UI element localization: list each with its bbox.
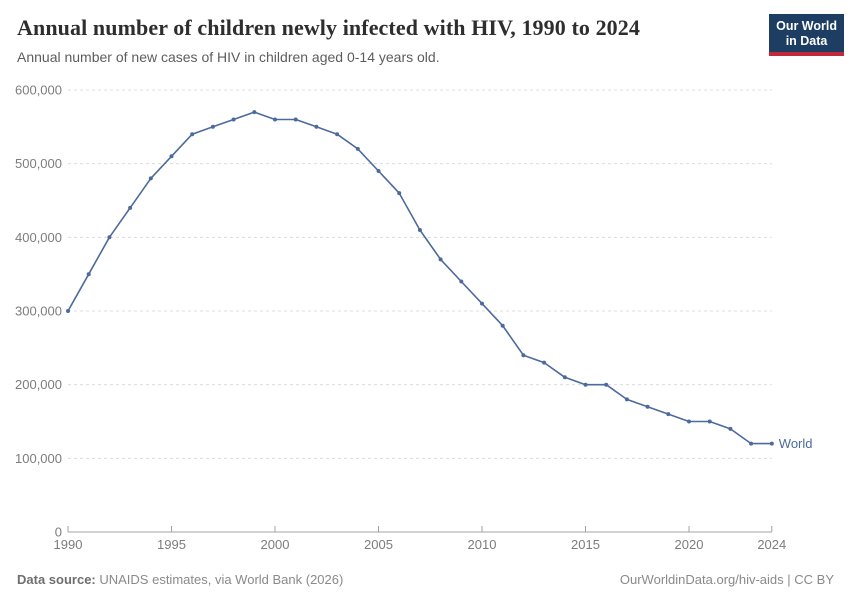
data-point-marker[interactable] [624,397,629,402]
data-point-marker[interactable] [645,404,650,409]
data-point-marker[interactable] [583,382,588,387]
x-tick-label: 2024 [757,537,786,552]
data-source-note: Data source: UNAIDS estimates, via World… [17,572,343,587]
chart-subtitle: Annual number of new cases of HIV in chi… [17,49,440,65]
y-tick-label: 100,000 [15,451,62,466]
y-tick-label: 500,000 [15,156,62,171]
owid-logo-line1: Our World [776,19,837,33]
data-point-marker[interactable] [417,228,422,232]
data-point-marker[interactable] [480,301,484,306]
data-point-marker[interactable] [210,124,215,129]
data-point-marker[interactable] [335,132,340,137]
x-tick-label: 1990 [54,537,83,552]
data-point-marker[interactable] [231,117,236,122]
data-point-marker[interactable] [749,441,754,446]
data-point-marker[interactable] [252,110,257,115]
x-tick-label: 2015 [571,537,600,552]
data-point-marker[interactable] [190,132,195,137]
data-point-marker[interactable] [66,309,70,313]
data-point-marker[interactable] [769,441,774,446]
data-source-text: UNAIDS estimates, via World Bank (2026) [95,572,344,587]
data-point-marker[interactable] [86,272,91,277]
owid-logo-line2: in Data [785,34,828,48]
chart-footer: Data source: UNAIDS estimates, via World… [17,572,834,587]
data-point-marker[interactable] [293,117,298,122]
data-point-marker[interactable] [314,124,319,129]
data-point-marker[interactable] [459,279,464,284]
attribution-text: OurWorldinData.org/hiv-aids | CC BY [619,572,834,587]
data-point-marker[interactable] [438,257,443,262]
data-point-marker[interactable] [273,117,277,122]
data-point-marker[interactable] [666,412,671,417]
data-point-marker[interactable] [562,375,567,380]
x-tick-label: 1995 [157,537,186,552]
y-tick-label: 400,000 [15,230,62,245]
y-tick-label: 200,000 [15,377,62,392]
y-tick-label: 0 [55,525,62,540]
y-tick-label: 300,000 [15,304,62,319]
data-point-marker[interactable] [542,360,547,365]
data-point-marker[interactable] [355,146,360,151]
owid-logo: Our World in Data [769,14,844,56]
data-point-marker[interactable] [169,154,174,159]
data-point-marker[interactable] [687,419,691,424]
data-point-marker[interactable] [728,426,733,431]
data-point-marker[interactable] [376,169,381,173]
x-tick-label: 2010 [468,537,497,552]
data-point-marker[interactable] [604,382,609,387]
x-tick-label: 2000 [261,537,290,552]
chart-title: Annual number of children newly infected… [17,15,640,40]
data-point-marker[interactable] [521,353,526,358]
x-tick-label: 2005 [364,537,393,552]
data-point-marker[interactable] [148,176,153,181]
data-source-label: Data source: [17,572,96,587]
y-tick-label: 600,000 [15,83,62,98]
data-point-marker[interactable] [128,205,133,210]
series-end-label: World [779,436,813,451]
series-line[interactable] [67,111,773,445]
data-point-marker[interactable] [397,191,402,196]
data-point-marker[interactable] [500,323,505,328]
data-point-marker[interactable] [107,235,112,240]
data-point-marker[interactable] [707,419,712,424]
x-tick-label: 2020 [675,537,704,552]
